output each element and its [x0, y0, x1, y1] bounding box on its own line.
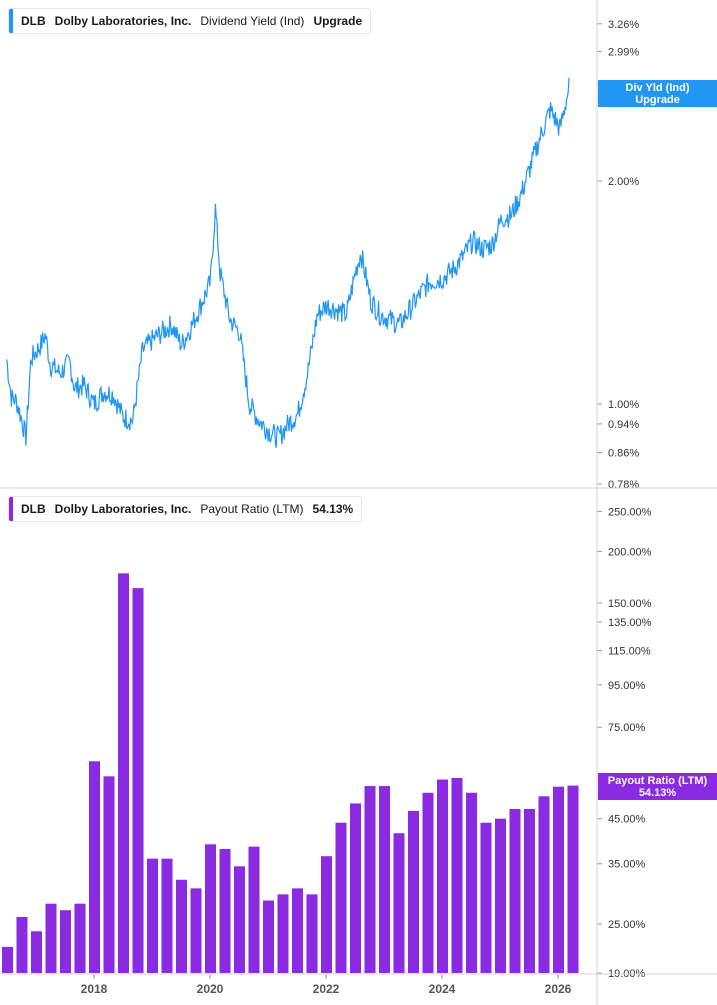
y-tick-label: 2.00%: [608, 176, 639, 188]
series-color-swatch: [9, 497, 13, 521]
x-tick-label: 2020: [197, 982, 224, 996]
x-axis: 2018 2020 2022 2024 2026: [81, 974, 572, 996]
company-label: Dolby Laboratories, Inc.: [54, 14, 192, 28]
y-tick-label: 75.00%: [608, 722, 646, 734]
y-tick-label: 3.26%: [608, 19, 639, 31]
payout-ratio-bar: [292, 888, 303, 973]
payout-ratio-bar: [422, 792, 434, 973]
metric-label: Payout Ratio (LTM): [200, 502, 304, 516]
payout-ratio-bar: [147, 858, 158, 973]
tag-line-2: Upgrade: [635, 93, 680, 106]
payout-ratio-bar: [335, 822, 347, 973]
payout-ratio-bar: [234, 866, 245, 973]
payout-ratio-bar: [161, 858, 173, 973]
payout-ratio-bars: [2, 573, 579, 973]
payout-ratio-bar: [45, 903, 57, 973]
metric-value: 54.13%: [312, 502, 354, 516]
y-tick-label: 150.00%: [608, 598, 652, 610]
bottom-panel-axis: 250.00% 200.00% 150.00% 135.00% 115.00% 95.00…: [597, 506, 652, 980]
payout-ratio-bar: [321, 856, 332, 973]
payout-ratio-bar: [567, 785, 579, 973]
payout-ratio-bar: [176, 879, 187, 973]
payout-ratio-value-tag: Payout Ratio (LTM) 54.13%: [598, 773, 717, 800]
y-tick-label: 115.00%: [608, 646, 651, 658]
x-tick-label: 2026: [545, 982, 572, 996]
tag-line-1: Div Yld (Ind): [625, 81, 690, 94]
payout-ratio-bar: [408, 810, 419, 973]
y-tick-label: 250.00%: [608, 506, 652, 518]
payout-ratio-bar: [437, 779, 448, 973]
payout-ratio-bar: [350, 803, 361, 973]
y-tick-label: 2.99%: [608, 47, 639, 59]
payout-ratio-bar: [60, 910, 71, 973]
payout-ratio-bar: [466, 792, 477, 973]
payout-ratio-bar: [379, 786, 390, 973]
payout-ratio-bar: [553, 786, 564, 973]
payout-ratio-bar: [480, 822, 492, 973]
series-color-swatch: [9, 9, 13, 33]
company-label: Dolby Laboratories, Inc.: [54, 502, 192, 516]
payout-ratio-bar: [306, 894, 318, 973]
y-tick-label: 1.00%: [608, 399, 639, 411]
dividend-yield-legend: DLB Dolby Laboratories, Inc. Dividend Yi…: [8, 8, 372, 34]
payout-ratio-bar: [103, 776, 115, 973]
payout-ratio-bar: [509, 809, 521, 973]
x-tick-label: 2022: [313, 982, 340, 996]
y-tick-label: 0.78%: [608, 479, 639, 491]
payout-ratio-bar: [89, 761, 100, 973]
payout-ratio-bar: [31, 931, 42, 973]
payout-ratio-bar: [132, 588, 144, 973]
payout-ratio-legend: DLB Dolby Laboratories, Inc. Payout Rati…: [8, 496, 363, 522]
y-tick-label: 25.00%: [608, 919, 646, 931]
y-tick-label: 45.00%: [608, 814, 646, 826]
tag-line-1: Payout Ratio (LTM): [607, 774, 708, 787]
top-panel-axis: 3.26%2.99%2.70%2.00%1.00%0.94%0.86%0.78%: [597, 19, 639, 491]
payout-ratio-bar: [451, 777, 463, 973]
y-tick-label: 35.00%: [608, 859, 646, 871]
payout-ratio-bar: [118, 573, 129, 973]
div-yield-price-tag[interactable]: Div Yld (Ind) Upgrade: [598, 80, 717, 107]
ticker-label[interactable]: DLB: [21, 14, 46, 28]
y-tick-label: 95.00%: [608, 680, 646, 692]
payout-ratio-bar: [205, 844, 216, 973]
payout-ratio-bar: [219, 848, 231, 973]
y-tick-label: 0.86%: [608, 448, 639, 460]
payout-ratio-bar: [248, 846, 260, 973]
tag-line-2: 54.13%: [638, 786, 677, 799]
ticker-label[interactable]: DLB: [21, 502, 46, 516]
payout-ratio-bar: [263, 900, 274, 973]
upgrade-link[interactable]: Upgrade: [313, 14, 363, 28]
y-tick-label: 135.00%: [608, 617, 652, 629]
y-tick-label: 0.94%: [608, 419, 639, 431]
payout-ratio-bar: [393, 833, 405, 973]
payout-ratio-bar: [74, 903, 86, 973]
payout-ratio-bar: [538, 796, 550, 973]
metric-label: Dividend Yield (Ind): [200, 14, 305, 28]
x-tick-label: 2018: [81, 982, 108, 996]
dividend-yield-series-line: [6, 77, 570, 448]
x-tick-label: 2024: [429, 982, 456, 996]
payout-ratio-bar: [364, 786, 376, 973]
payout-ratio-bar: [2, 946, 13, 973]
payout-ratio-bar: [524, 809, 535, 973]
y-tick-label: 200.00%: [608, 546, 652, 558]
payout-ratio-bar: [16, 916, 28, 973]
payout-ratio-bar: [277, 894, 289, 973]
dividend-yield-line: [6, 77, 570, 448]
payout-ratio-bar: [495, 818, 506, 973]
payout-ratio-bar: [190, 888, 202, 973]
